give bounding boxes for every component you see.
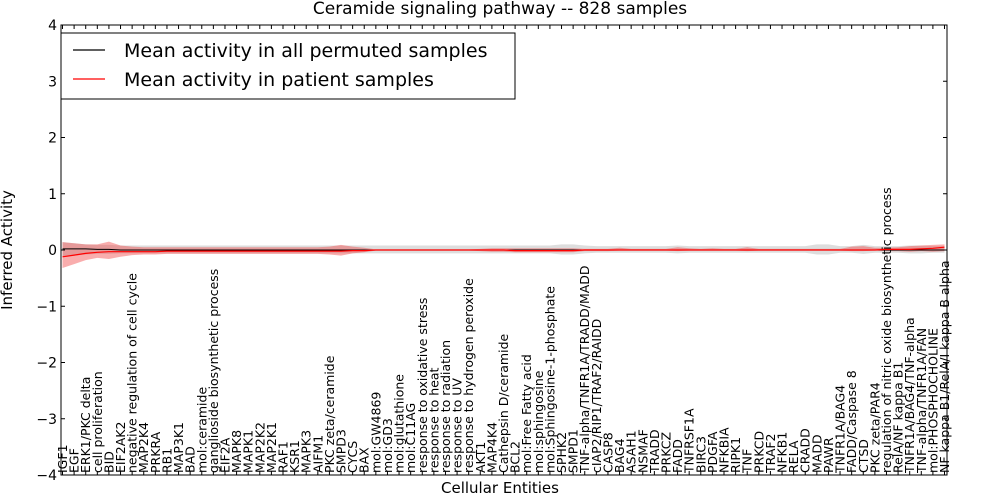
series-line-1	[62, 246, 945, 258]
y-tick-label: −3	[36, 412, 57, 428]
x-tick-label: Cathepsin D/ceramide	[496, 333, 511, 473]
y-tick-label: −4	[36, 468, 57, 484]
x-tick-label: RIPK1	[728, 437, 743, 473]
y-tick-label: 4	[48, 18, 57, 34]
x-tick-label: response to heat	[426, 367, 441, 473]
x-tick-label: mol:GD3	[380, 418, 395, 473]
x-tick-label: mol:PHOSPHOCHOLINE	[925, 328, 940, 473]
y-tick-label: 1	[48, 187, 57, 203]
x-tick-label: MADD	[809, 434, 824, 473]
x-tick-label: mol:C11AG	[403, 403, 418, 473]
legend-label: Mean activity in all permuted samples	[124, 40, 487, 62]
x-tick-label: KSR1	[287, 440, 302, 473]
y-tick-label: −2	[36, 356, 57, 372]
x-tick-label: MAP4K4	[484, 422, 499, 473]
x-tick-label: response to UV	[450, 378, 465, 473]
y-tick-label: 3	[48, 74, 57, 90]
x-tick-label: RELA	[786, 440, 801, 473]
x-tick-label: CTSD	[856, 439, 871, 473]
legend: Mean activity in all permuted samples Mea…	[60, 32, 516, 100]
x-tick-label: BIRC3	[693, 436, 708, 473]
x-tick-label: PRKRA	[148, 431, 163, 473]
x-tick-label: PDGFA	[705, 431, 720, 473]
x-tick-label: BAX	[357, 447, 372, 473]
x-tick-label: SPHK2	[554, 432, 569, 473]
x-tick-label: cIAP2/RIP1/TRAF2/RAIDD	[589, 319, 604, 473]
x-tick-label: MAP2K4	[136, 422, 151, 473]
x-tick-label: TNF-alpha/TNFR1A/TRADD/MADD	[577, 265, 592, 474]
x-tick-label: SMPD1	[566, 429, 581, 473]
series-band-1	[62, 241, 945, 268]
x-tick-label: MAPK1	[241, 430, 256, 473]
x-tick-label: response to oxidative stress	[415, 298, 430, 473]
x-tick-label: cell proliferation	[90, 371, 105, 473]
x-tick-label: NFKBIA	[717, 427, 732, 473]
x-tick-label: NF kappa B1/RelA/I kappa B alpha	[937, 260, 952, 473]
legend-label: Mean activity in patient samples	[124, 69, 434, 91]
x-tick-label: mol:GW4869	[368, 392, 383, 473]
y-axis-label: Inferred Activity	[0, 190, 16, 310]
x-tick-label: MAP2K1	[264, 422, 279, 473]
x-tick-label: TNF-alpha/TNFR1A/FAN	[914, 328, 929, 474]
x-tick-label: MAP2K2	[252, 422, 267, 473]
x-tick-label: mol:sphingosine	[531, 370, 546, 473]
x-axis-label: Cellular Entities	[441, 479, 559, 497]
x-tick-label: RelA/NF kappa B1	[891, 362, 906, 473]
x-tick-label: negative regulation of cell cycle	[125, 273, 140, 473]
x-tick-label: BAD	[183, 446, 198, 473]
x-tick-label: BID	[101, 451, 116, 473]
y-tick-label: 0	[48, 243, 57, 259]
x-tick-label: FADD	[670, 439, 685, 473]
y-axis: −4 −3 −2 −1 0 1 2 3 4	[36, 18, 947, 484]
x-tick-label: AKT1	[473, 442, 488, 473]
x-tick-label: NSMAF	[635, 429, 650, 473]
y-tick-label: 2	[48, 131, 57, 147]
x-tick-label: CASP8	[600, 432, 615, 473]
x-tick-label: ASAH1	[624, 430, 639, 473]
x-tick-label: IGF1	[55, 444, 70, 473]
x-tick-label: BAG4	[612, 438, 627, 473]
x-tick-label: MAP3K1	[171, 422, 186, 473]
x-tick-label: TNF	[740, 449, 755, 474]
x-tick-label: ganglioside biosynthetic process	[206, 269, 221, 473]
x-tick-label: regulation of nitric oxide biosynthetic …	[879, 187, 894, 473]
x-tick-label: RB1	[159, 448, 174, 473]
x-tick-label: CYCS	[345, 441, 360, 473]
x-tick-label: mol:glutathione	[392, 374, 407, 473]
x-tick-label: EIF2A	[218, 437, 233, 473]
x-tick-label: AIFM1	[310, 435, 325, 473]
legend-box	[60, 32, 516, 100]
x-tick-label: TNFR1A/BAG4/TNF-alpha	[902, 317, 917, 474]
x-tick-label: RAF1	[276, 441, 291, 473]
x-tick-label: response to radiation	[438, 340, 453, 473]
x-tick-label: PRKCZ	[659, 432, 674, 473]
x-tick-label: BCL2	[508, 441, 523, 473]
x-tick-label: CRADD	[798, 428, 813, 473]
x-tick-label: PKC zeta/ceramide	[322, 355, 337, 473]
x-tick-label: PKC zeta/PAR4	[867, 382, 882, 473]
x-tick-label: MAPK8	[229, 430, 244, 473]
x-tick-label: ERK1/PKC delta	[78, 377, 93, 473]
x-tick-label: TNFR1A/BAG4	[833, 385, 848, 474]
x-tick-label: EIF2AK2	[113, 422, 128, 473]
x-tick-label: PRKCD	[751, 431, 766, 473]
x-tick-label: mol:Sphingosine-1-phosphate	[542, 286, 557, 473]
x-tick-label: TNFRSF1A	[682, 408, 697, 474]
x-tick-label: FADD/Caspase 8	[844, 370, 859, 473]
x-tick-label: MAPK3	[299, 430, 314, 473]
x-tick-label: NFKB1	[775, 432, 790, 473]
x-tick-label: TRAF2	[763, 433, 778, 474]
x-tick-label: mol:ceramide	[194, 387, 209, 473]
x-tick-label: response to hydrogen peroxide	[461, 278, 476, 473]
x-tick-label: mol:Free Fatty acid	[519, 354, 534, 473]
x-tick-label: TRADD	[647, 429, 662, 474]
x-tick-label: EGF	[67, 448, 82, 473]
x-tick-label: SMPD3	[334, 429, 349, 473]
x-tick-label: PAWR	[821, 437, 836, 473]
chart-title: Ceramide signaling pathway -- 828 sample…	[313, 0, 687, 19]
y-tick-label: −1	[36, 299, 57, 315]
